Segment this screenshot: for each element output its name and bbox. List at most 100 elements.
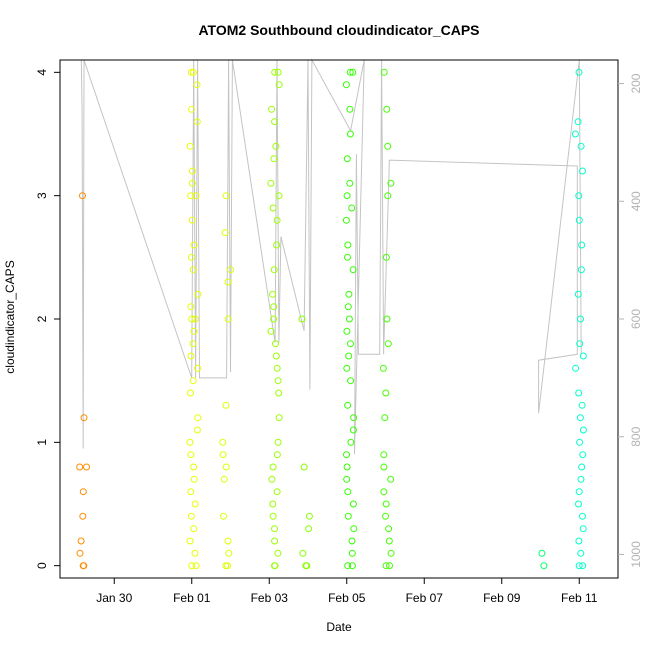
data-point <box>189 340 197 348</box>
data-point <box>576 414 584 422</box>
data-point <box>579 525 587 533</box>
data-point <box>190 327 198 335</box>
data-point <box>575 488 583 496</box>
data-point <box>270 303 278 311</box>
data-point <box>300 463 308 471</box>
data-point <box>384 142 392 150</box>
data-point <box>344 253 351 261</box>
data-point <box>348 549 356 557</box>
y2-tick-label: 200 <box>629 73 643 93</box>
data-point <box>227 266 234 274</box>
data-point <box>194 290 202 298</box>
data-point <box>578 463 586 471</box>
data-point <box>383 315 391 323</box>
data-point <box>347 438 355 446</box>
data-point <box>187 303 195 311</box>
data-point <box>190 241 198 249</box>
data-point <box>383 105 391 113</box>
y2-tick-label: 400 <box>629 191 643 211</box>
data-point <box>577 315 584 323</box>
data-point <box>345 352 353 360</box>
data-point <box>343 364 351 372</box>
data-point <box>385 525 393 533</box>
data-point <box>345 315 353 323</box>
data-point <box>346 130 354 138</box>
data-point <box>343 155 351 163</box>
data-point <box>224 278 232 286</box>
x-tick-label: Feb 03 <box>251 591 289 605</box>
data-point <box>222 192 230 200</box>
data-point <box>575 216 583 224</box>
data-point <box>272 142 280 150</box>
data-point <box>349 68 357 76</box>
data-point <box>222 463 230 471</box>
data-point <box>79 192 86 200</box>
data-point <box>342 216 350 224</box>
data-point <box>273 241 281 249</box>
data-point <box>274 549 282 557</box>
data-point <box>80 562 88 570</box>
data-point <box>221 229 229 237</box>
data-point <box>578 241 586 249</box>
data-point <box>380 463 388 471</box>
data-point <box>348 204 356 212</box>
data-point <box>344 562 352 570</box>
data-point <box>579 451 587 459</box>
data-point <box>187 512 195 520</box>
data-point <box>577 142 585 150</box>
data-point <box>386 562 393 570</box>
data-point <box>575 500 582 508</box>
x-tick-label: Jan 30 <box>96 591 132 605</box>
y2-tick-label: 1000 <box>629 541 643 568</box>
data-point <box>572 364 580 372</box>
data-point <box>271 562 278 570</box>
data-point <box>219 451 227 459</box>
data-point <box>382 389 390 397</box>
data-point <box>273 488 281 496</box>
data-point <box>267 179 275 187</box>
data-point <box>385 537 393 545</box>
data-point <box>275 81 283 89</box>
data-point <box>186 537 194 545</box>
data-point <box>275 414 283 422</box>
data-point <box>299 549 307 557</box>
data-point <box>379 364 387 372</box>
data-point <box>270 315 278 323</box>
data-point <box>271 68 279 76</box>
data-point <box>188 167 196 175</box>
data-point <box>350 414 358 422</box>
data-point <box>225 549 233 557</box>
data-point <box>220 475 228 483</box>
data-point <box>219 438 227 446</box>
data-point <box>384 340 392 348</box>
data-point <box>187 352 195 360</box>
y-tick-label: 1 <box>35 439 49 446</box>
data-point <box>188 216 196 224</box>
data-point <box>189 68 197 76</box>
data-point <box>575 562 583 570</box>
data-point <box>269 290 277 298</box>
data-point <box>267 327 275 335</box>
data-point <box>192 562 200 570</box>
data-point <box>220 512 227 520</box>
y-tick-label: 3 <box>35 192 49 199</box>
x-axis-label: Date <box>326 620 352 634</box>
data-point <box>273 216 281 224</box>
data-point <box>275 389 283 397</box>
data-point <box>80 414 88 422</box>
y-tick-label: 4 <box>35 69 49 76</box>
chart-title: ATOM2 Southbound cloudindicator_CAPS <box>198 22 479 38</box>
data-point <box>186 142 194 150</box>
data-point <box>269 204 277 212</box>
data-point <box>346 105 354 113</box>
data-point <box>344 401 352 409</box>
data-point <box>575 389 583 397</box>
data-point <box>381 414 389 422</box>
data-point <box>274 68 282 76</box>
data-point <box>343 463 351 471</box>
data-point <box>271 118 279 126</box>
data-point <box>380 488 388 496</box>
data-point <box>305 525 313 533</box>
data-point <box>348 537 356 545</box>
